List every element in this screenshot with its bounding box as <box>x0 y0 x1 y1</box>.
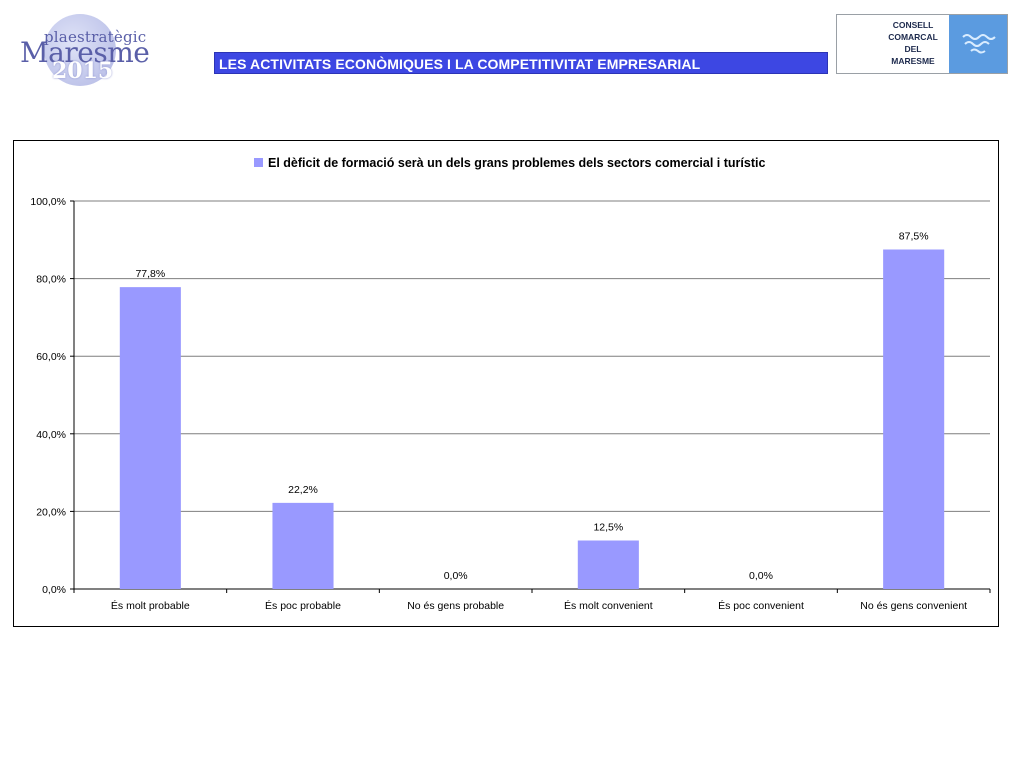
logo-circle-icon <box>44 14 116 86</box>
consell-comarcal-logo: CONSELL COMARCAL DEL MARESME <box>836 14 1008 74</box>
legend-label: El dèficit de formació serà un dels gran… <box>268 156 765 170</box>
logo-text-maresme: Maresme <box>20 36 150 69</box>
logo-text-pla: plaestratègic <box>44 28 147 46</box>
data-label: 22,2% <box>288 484 318 496</box>
y-tick-label: 0,0% <box>42 584 66 596</box>
wave-emblem-icon <box>949 15 1007 73</box>
bar <box>883 249 945 589</box>
council-line: DEL <box>904 44 922 54</box>
logo-text-year: 2015 <box>52 58 114 84</box>
x-tick-label: És molt probable <box>111 599 190 612</box>
bar <box>577 540 639 589</box>
legend-swatch <box>254 158 263 167</box>
x-tick-label: És molt convenient <box>564 599 653 612</box>
y-tick-label: 80,0% <box>36 274 66 286</box>
section-title-bar: LES ACTIVITATS ECONÒMIQUES I LA COMPETIT… <box>214 52 828 74</box>
x-tick-label: No és gens convenient <box>860 600 967 612</box>
x-tick-label: És poc convenient <box>718 599 804 612</box>
data-label: 0,0% <box>444 570 468 582</box>
data-label: 87,5% <box>899 231 929 243</box>
council-line: MARESME <box>891 56 935 66</box>
data-label: 0,0% <box>749 570 773 582</box>
council-line: COMARCAL <box>888 32 938 42</box>
y-tick-label: 20,0% <box>36 506 66 518</box>
bar <box>119 287 181 589</box>
data-label: 77,8% <box>135 268 165 280</box>
section-title: LES ACTIVITATS ECONÒMIQUES I LA COMPETIT… <box>219 56 701 72</box>
y-tick-label: 60,0% <box>36 351 66 363</box>
x-tick-label: És poc probable <box>265 599 341 612</box>
council-line: CONSELL <box>892 20 934 30</box>
plaestrategic-logo: plaestratègic Maresme 2015 <box>14 10 154 90</box>
x-tick-label: No és gens probable <box>407 600 504 612</box>
bar <box>272 502 334 589</box>
y-tick-label: 40,0% <box>36 429 66 441</box>
data-label: 12,5% <box>593 522 623 534</box>
council-name: CONSELL COMARCAL DEL MARESME <box>877 19 949 67</box>
chart-area: 0,0% 20,0% 40,0% 60,0% 80,0% 100,0% 77,8% És mo… <box>13 140 999 627</box>
bar-chart: 0,0% 20,0% 40,0% 60,0% 80,0% 100,0% 77,8% És mo… <box>30 156 991 612</box>
y-tick-label: 100,0% <box>30 196 66 208</box>
